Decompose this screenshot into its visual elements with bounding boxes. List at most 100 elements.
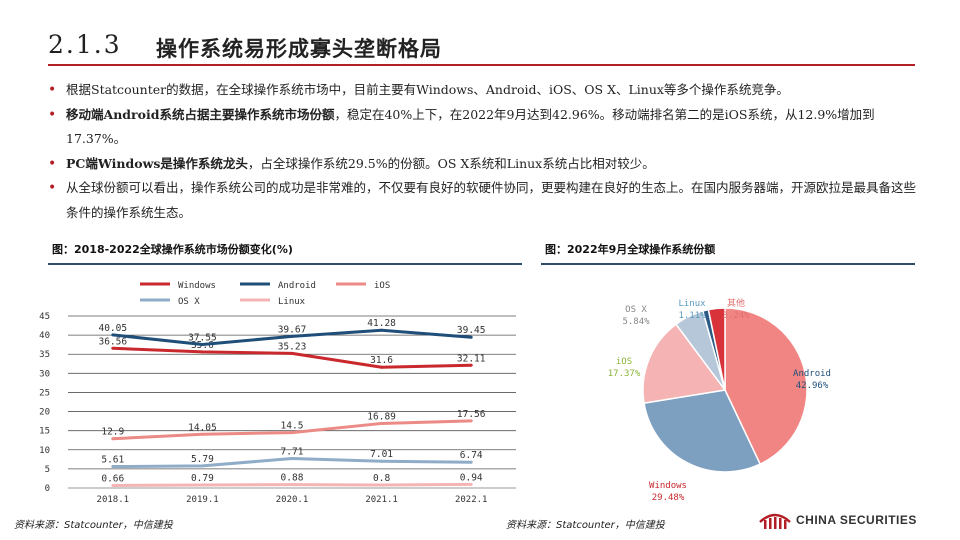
data-point-linux [111, 483, 115, 487]
pie-chart-title: 图：2022年9月全球操作系统份额 [545, 243, 716, 256]
bullet-icon: • [48, 180, 57, 196]
y-tick-label: 0 [45, 484, 50, 494]
data-point-windows [290, 351, 294, 355]
data-point-linux [469, 482, 473, 486]
data-point-ios [290, 431, 294, 435]
data-point-android [380, 328, 384, 332]
legend-label-linux: Linux [278, 297, 306, 307]
slice-name-other: 其他 [727, 297, 745, 309]
data-point-os-x [380, 459, 384, 463]
legend-label-android: Android [278, 281, 316, 291]
slice-value-other: 3.24% [722, 311, 750, 321]
data-point-ios [111, 437, 115, 441]
y-tick-label: 40 [39, 331, 50, 341]
data-label-android: 41.28 [367, 318, 396, 329]
data-label-ios: 12.9 [101, 427, 124, 438]
data-point-ios [469, 419, 473, 423]
line-chart: Windows Android iOS OS X Linux 0 5 10 15 20 25 30 35… [39, 281, 516, 505]
data-label-linux: 0.66 [101, 473, 124, 484]
data-label-linux: 0.94 [460, 472, 483, 483]
data-point-os-x [200, 464, 204, 468]
y-tick-label: 35 [39, 350, 50, 360]
data-point-linux [200, 483, 204, 487]
title-divider [48, 64, 915, 66]
data-label-android: 39.67 [278, 324, 307, 335]
y-tick-label: 10 [39, 446, 50, 456]
left-source-note: 资料来源：Statcounter，中信建投 [14, 520, 173, 531]
legend-label-os-x: OS X [178, 297, 200, 307]
y-tick-label: 20 [39, 408, 50, 418]
y-tick-label: 30 [39, 369, 50, 379]
data-label-ios: 17.56 [457, 409, 486, 420]
data-label-android: 39.45 [457, 325, 486, 336]
data-label-ios: 14.5 [281, 421, 304, 432]
data-point-windows [111, 346, 115, 350]
data-label-android: 40.05 [98, 323, 127, 334]
y-tick-label: 45 [39, 312, 50, 322]
data-point-android [469, 335, 473, 339]
data-label-os-x: 7.71 [281, 447, 304, 458]
data-point-linux [380, 483, 384, 487]
data-label-windows: 32.11 [457, 353, 486, 364]
pie-slice-windows [643, 389, 762, 473]
data-label-os-x: 5.61 [101, 455, 124, 466]
data-label-windows: 31.6 [370, 355, 393, 366]
bullet-item: • 从全球份额可以看出，操作系统公司的成功是非常难的，不仅要有良好的软硬件协同，… [48, 176, 928, 225]
legend-label-windows: Windows [178, 281, 216, 291]
page-header: 2.1.3 操作系统易形成寡头垄断格局 [0, 30, 960, 70]
data-point-android [290, 334, 294, 338]
data-point-android [111, 333, 115, 337]
data-label-linux: 0.79 [191, 473, 214, 484]
slice-value-os-x: 5.84% [622, 317, 650, 327]
slice-value-windows: 29.48% [652, 493, 685, 503]
bullet-icon: • [48, 82, 57, 98]
bullet-bold-text: PC端Windows是操作系统龙头 [66, 155, 248, 171]
data-label-ios: 16.89 [367, 411, 396, 422]
x-tick-label: 2018.1 [97, 495, 130, 505]
data-label-android: 37.55 [188, 332, 217, 343]
data-point-os-x [111, 465, 115, 469]
y-tick-label: 25 [39, 388, 50, 398]
data-label-os-x: 6.74 [460, 450, 483, 461]
slice-name-ios: iOS [616, 357, 632, 367]
data-point-os-x [290, 457, 294, 461]
logo-icon [759, 513, 791, 529]
slice-value-android: 42.96% [796, 381, 829, 391]
data-label-windows: 36.56 [98, 336, 127, 347]
slice-value-linux: 1.11% [678, 311, 706, 321]
x-tick-label: 2021.1 [365, 495, 398, 505]
section-number: 2.1.3 [48, 30, 122, 59]
bullet-bold-text: 移动端Android系统占据主要操作系统市场份额 [66, 106, 335, 122]
bullet-text: 根据Statcounter的数据，在全球操作系统市场中，目前主要有Windows… [66, 82, 789, 97]
data-label-os-x: 7.01 [370, 449, 393, 460]
bullet-icon: • [48, 155, 57, 172]
slice-value-ios: 17.37% [608, 369, 641, 379]
x-tick-label: 2020.1 [276, 495, 309, 505]
bullet-list: • 根据Statcounter的数据，在全球操作系统市场中，目前主要有Windo… [48, 78, 928, 225]
line-chart-divider [48, 263, 522, 265]
slice-name-windows: Windows [649, 481, 687, 491]
y-tick-label: 15 [39, 427, 50, 437]
pie-chart-divider [541, 263, 915, 265]
pie-slice-ios [642, 323, 727, 404]
data-point-linux [290, 483, 294, 487]
company-logo: CHINA SECURITIES [758, 509, 918, 531]
slice-name-linux: Linux [678, 299, 706, 309]
data-point-ios [200, 432, 204, 436]
legend-label-ios: iOS [374, 281, 390, 291]
data-point-android [200, 342, 204, 346]
bullet-icon: • [48, 106, 57, 123]
right-source-note: 资料来源：Statcounter，中信建投 [506, 520, 665, 531]
data-label-os-x: 5.79 [191, 454, 214, 465]
bullet-text: 从全球份额可以看出，操作系统公司的成功是非常难的，不仅要有良好的软硬件协同，更要… [66, 180, 917, 220]
slice-name-os-x: OS X [625, 305, 647, 315]
slice-name-android: Android [793, 369, 831, 379]
pie-slice-android [724, 307, 808, 466]
y-tick-label: 5 [45, 465, 50, 475]
data-point-windows [380, 365, 384, 369]
x-tick-label: 2022.1 [455, 495, 488, 505]
data-point-windows [200, 350, 204, 354]
bullet-text: ，稳定在40%上下，在2022年9月达到42.96%。移动端排名第二的是iOS系… [66, 106, 875, 147]
bullet-item: • 移动端Android系统占据主要操作系统市场份额，稳定在40%上下，在202… [48, 103, 928, 152]
data-label-linux: 0.8 [373, 473, 390, 484]
